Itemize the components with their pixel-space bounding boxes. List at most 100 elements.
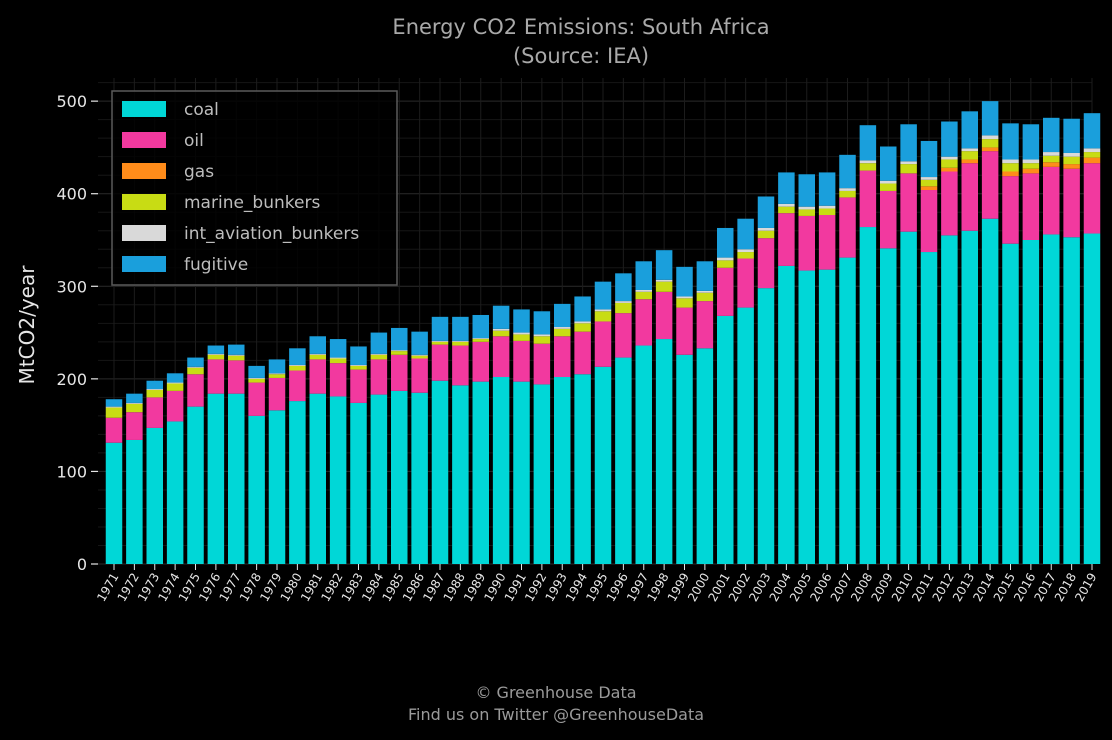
bar-coal-2001 [717, 315, 734, 564]
bar-fugitive-2008 [859, 125, 877, 161]
bar-marine_bunkers-1999 [676, 298, 693, 308]
legend-label-gas: gas [184, 162, 214, 182]
bar-int_aviation_bunkers-2003 [757, 227, 775, 231]
bar-oil-1983 [350, 369, 367, 403]
bar-marine_bunkers-2012 [941, 159, 958, 168]
bar-oil-2014 [981, 151, 999, 219]
bar-int_aviation_bunkers-2007 [839, 188, 856, 191]
bar-marine_bunkers-2004 [778, 206, 795, 214]
legend-label-oil: oil [184, 131, 204, 151]
bar-fugitive-1998 [655, 250, 673, 280]
bar-fugitive-2014 [981, 101, 999, 136]
y-tick-label: 200 [56, 370, 87, 389]
bar-int_aviation_bunkers-1999 [676, 296, 693, 299]
bar-int_aviation_bunkers-2012 [941, 156, 958, 160]
bar-marine_bunkers-2018 [1063, 156, 1080, 165]
bar-fugitive-2016 [1022, 124, 1040, 160]
bar-oil-1982 [329, 363, 347, 397]
bar-marine_bunkers-2015 [1002, 163, 1019, 172]
bar-marine_bunkers-1973 [146, 389, 163, 398]
bar-int_aviation_bunkers-2014 [981, 135, 999, 140]
bar-fugitive-2004 [778, 172, 795, 204]
bar-oil-2002 [737, 258, 754, 308]
credit-copyright: © Greenhouse Data [475, 683, 637, 702]
bar-marine_bunkers-1985 [391, 351, 408, 355]
bar-marine_bunkers-1994 [574, 323, 591, 332]
bar-marine_bunkers-1974 [166, 383, 184, 391]
bar-fugitive-1997 [635, 261, 652, 290]
bar-coal-2008 [859, 227, 877, 565]
bar-marine_bunkers-2010 [900, 164, 917, 174]
legend-label-int_aviation_bunkers: int_aviation_bunkers [184, 224, 359, 244]
y-axis-label: MtCO2/year [15, 265, 39, 385]
bar-fugitive-2012 [941, 121, 958, 157]
bar-oil-2009 [880, 190, 897, 249]
bar-coal-1976 [207, 393, 225, 564]
bar-int_aviation_bunkers-2011 [920, 177, 938, 180]
bar-marine_bunkers-1988 [452, 341, 469, 346]
chart-subtitle: (Source: IEA) [513, 44, 649, 68]
bar-oil-1988 [452, 345, 469, 386]
bar-int_aviation_bunkers-2018 [1063, 152, 1080, 157]
bar-int_aviation_bunkers-1985 [391, 350, 408, 352]
bar-int_aviation_bunkers-1993 [554, 327, 571, 329]
bar-coal-2010 [900, 231, 917, 564]
bar-oil-2005 [798, 215, 815, 271]
legend-swatch-coal [122, 101, 166, 117]
bar-int_aviation_bunkers-1981 [309, 353, 326, 355]
bar-int_aviation_bunkers-1977 [228, 354, 245, 356]
bar-marine_bunkers-2014 [981, 139, 999, 148]
bar-oil-1995 [594, 321, 612, 367]
bar-int_aviation_bunkers-1986 [411, 354, 428, 356]
bar-oil-1991 [513, 340, 530, 382]
bar-int_aviation_bunkers-2010 [900, 161, 917, 165]
bar-oil-2013 [961, 163, 978, 231]
bar-coal-2007 [839, 257, 856, 564]
legend-label-marine_bunkers: marine_bunkers [184, 193, 320, 213]
bar-fugitive-1972 [126, 393, 143, 403]
bar-oil-1979 [268, 377, 286, 411]
y-tick-label: 300 [56, 277, 87, 296]
bar-int_aviation_bunkers-2019 [1083, 148, 1101, 153]
bar-coal-1999 [676, 354, 693, 564]
bar-marine_bunkers-2000 [696, 292, 714, 302]
bar-int_aviation_bunkers-1980 [289, 364, 306, 366]
bar-coal-1988 [452, 385, 469, 564]
bar-int_aviation_bunkers-2004 [778, 203, 795, 207]
bar-coal-2015 [1002, 243, 1019, 564]
bar-coal-2011 [920, 252, 938, 564]
bar-marine_bunkers-2013 [961, 151, 978, 160]
bar-fugitive-1999 [676, 266, 693, 297]
bar-int_aviation_bunkers-2013 [961, 148, 978, 152]
bar-marine_bunkers-1981 [309, 354, 326, 360]
bar-fugitive-1975 [187, 357, 204, 367]
bar-fugitive-1980 [289, 348, 306, 365]
bar-marine_bunkers-2011 [920, 179, 938, 187]
bar-coal-1971 [105, 442, 123, 564]
bar-marine_bunkers-1996 [615, 302, 632, 314]
bar-fugitive-2019 [1083, 113, 1101, 149]
bar-coal-2016 [1022, 240, 1040, 564]
y-axis: 0 100 200 300 400 500 [56, 92, 98, 574]
bar-int_aviation_bunkers-1989 [472, 338, 489, 340]
bar-int_aviation_bunkers-1987 [431, 340, 449, 342]
bar-oil-2000 [696, 301, 714, 349]
bar-fugitive-1993 [554, 303, 571, 328]
bar-coal-1980 [289, 401, 306, 564]
y-tick-label: 100 [56, 462, 87, 481]
bar-oil-1974 [166, 390, 184, 422]
bar-oil-2006 [818, 215, 836, 270]
bar-int_aviation_bunkers-2015 [1002, 159, 1019, 164]
bar-oil-1993 [554, 336, 571, 378]
bar-oil-1992 [533, 343, 551, 385]
bar-oil-2003 [757, 238, 775, 289]
bar-marine_bunkers-2006 [818, 208, 836, 216]
bar-coal-1996 [615, 357, 632, 564]
bar-oil-2008 [859, 170, 877, 228]
bar-fugitive-1981 [309, 336, 326, 354]
bar-oil-2016 [1022, 173, 1040, 240]
bar-fugitive-2006 [818, 172, 836, 206]
bar-oil-1997 [635, 299, 652, 346]
bar-coal-2006 [818, 269, 836, 564]
bar-fugitive-1994 [574, 296, 591, 322]
